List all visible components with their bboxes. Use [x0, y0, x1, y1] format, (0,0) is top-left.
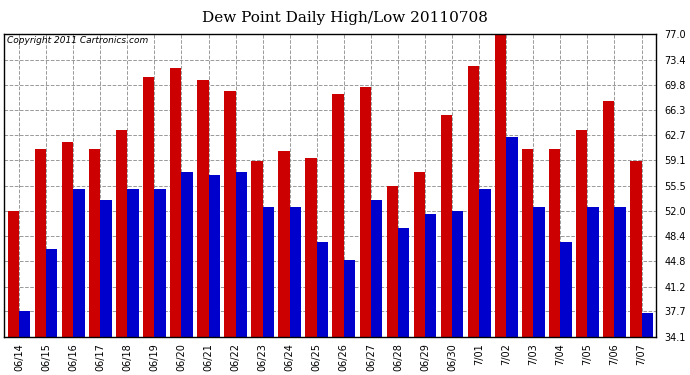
Bar: [34, 148, 46, 337]
Bar: [630, 161, 642, 337]
Bar: [371, 200, 382, 337]
Bar: [533, 207, 544, 337]
Bar: [19, 311, 30, 337]
Bar: [642, 313, 653, 337]
Bar: [46, 249, 57, 337]
Bar: [290, 207, 301, 337]
Bar: [549, 149, 560, 337]
Bar: [116, 129, 128, 337]
Bar: [224, 91, 235, 337]
Bar: [414, 172, 425, 337]
Bar: [170, 68, 181, 337]
Bar: [576, 129, 587, 337]
Bar: [197, 80, 208, 337]
Bar: [62, 142, 73, 337]
Bar: [587, 207, 599, 337]
Bar: [181, 172, 193, 337]
Bar: [452, 210, 464, 337]
Text: Copyright 2011 Cartronics.com: Copyright 2011 Cartronics.com: [8, 36, 148, 45]
Bar: [425, 214, 436, 337]
Bar: [398, 228, 409, 337]
Bar: [235, 172, 247, 337]
Bar: [8, 210, 19, 337]
Bar: [278, 151, 290, 337]
Bar: [317, 242, 328, 337]
Bar: [263, 207, 274, 337]
Bar: [495, 34, 506, 337]
Bar: [506, 136, 518, 337]
Bar: [479, 189, 491, 337]
Bar: [441, 116, 452, 337]
Bar: [386, 186, 398, 337]
Bar: [100, 200, 112, 337]
Bar: [128, 189, 139, 337]
Bar: [560, 242, 572, 337]
Bar: [522, 149, 533, 337]
Bar: [143, 76, 155, 337]
Text: Dew Point Daily High/Low 20110708: Dew Point Daily High/Low 20110708: [202, 11, 488, 25]
Bar: [208, 175, 220, 337]
Bar: [306, 158, 317, 337]
Bar: [89, 148, 100, 337]
Bar: [359, 87, 371, 337]
Bar: [251, 161, 263, 337]
Bar: [155, 189, 166, 337]
Bar: [468, 66, 479, 337]
Bar: [603, 101, 615, 337]
Bar: [333, 94, 344, 337]
Bar: [344, 260, 355, 337]
Bar: [73, 189, 85, 337]
Bar: [615, 207, 626, 337]
